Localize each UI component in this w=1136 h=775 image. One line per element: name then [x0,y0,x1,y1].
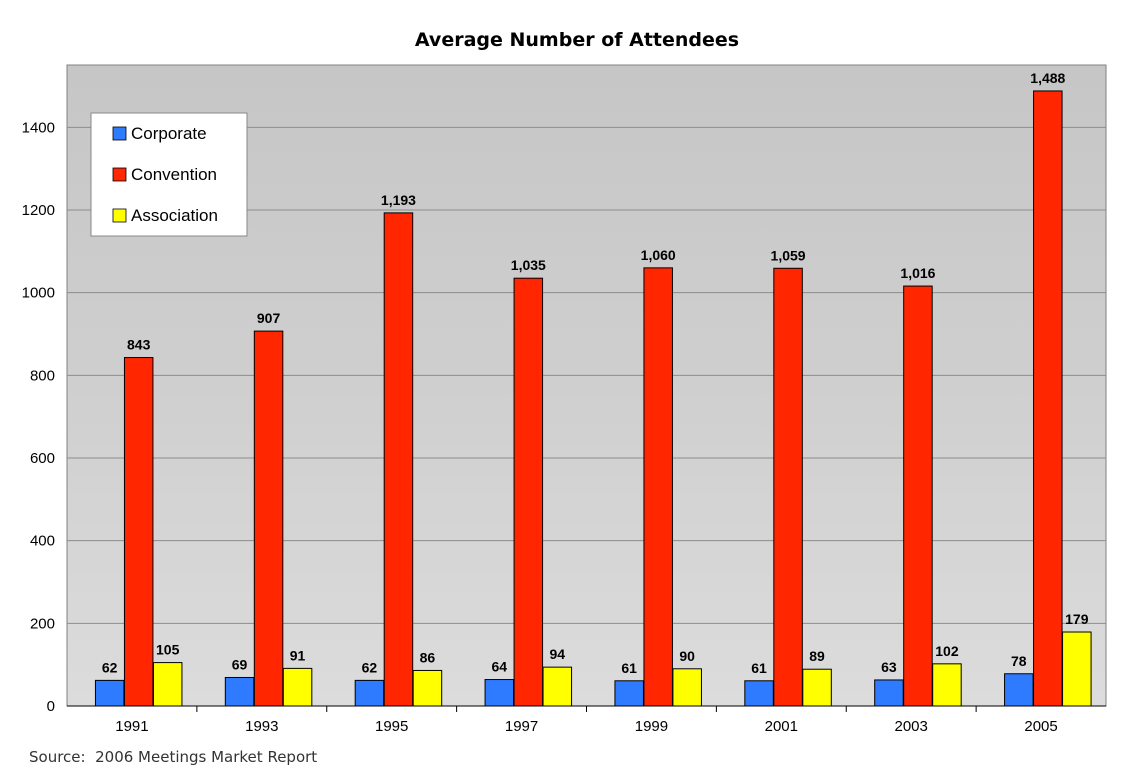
legend-swatch-convention [112,167,127,182]
bar-convention-1993 [253,330,284,707]
x-tick-label: 1997 [505,718,538,735]
bar-association-2001 [802,668,832,707]
data-labels-group: 62 843 105 69 907 91 62 1,193 86 64 1,035 94 61 1,060… [102,70,1089,676]
data-label-association-1997: 94 [550,646,566,662]
data-label-association-2001: 89 [809,648,825,664]
y-tick-label: 0 [47,698,55,715]
data-label-association-1991: 105 [156,642,180,658]
legend-label-corporate: Corporate [131,124,207,143]
x-tick-label: 1993 [245,718,278,735]
x-tick-label: 2001 [765,718,798,735]
data-label-corporate-1995: 62 [362,659,378,675]
bar-association-1999 [672,668,702,707]
y-tick-label: 400 [30,533,55,550]
bars-group [94,90,1092,707]
data-label-association-1999: 90 [679,648,695,664]
bar-corporate-2003 [874,679,904,707]
x-tick-label: 1999 [635,718,668,735]
bar-convention-1997 [513,277,544,707]
bar-convention-1991 [123,357,154,707]
bar-association-2005 [1062,631,1092,707]
x-tick-label: 1995 [375,718,408,735]
bar-association-2003 [932,663,962,707]
bar-corporate-1999 [614,680,644,707]
y-tick-label: 600 [30,450,55,467]
data-label-corporate-2005: 78 [1011,653,1027,669]
y-axis-ticks: 0 200 400 600 800 1000 1200 1400 [22,119,55,715]
data-label-corporate-1999: 61 [621,660,637,676]
data-label-convention-1999: 1,060 [641,247,676,263]
legend-label-convention: Convention [131,165,217,184]
bar-convention-2003 [903,285,933,707]
y-tick-label: 200 [30,615,55,632]
bar-corporate-1991 [94,679,125,707]
bar-convention-2005 [1033,90,1063,707]
data-label-convention-1995: 1,193 [381,192,416,208]
data-label-convention-2001: 1,059 [771,247,806,263]
data-label-corporate-2003: 63 [881,659,897,675]
data-label-corporate-1997: 64 [492,659,508,675]
data-label-convention-1997: 1,035 [511,257,546,273]
data-label-association-1995: 86 [420,649,436,665]
bar-corporate-1997 [484,679,515,707]
data-label-corporate-1991: 62 [102,659,118,675]
bar-convention-1995 [383,212,414,707]
legend-swatch-association [112,208,127,223]
x-axis-ticks: 1991 1993 1995 1997 1999 2001 2003 2005 [115,706,1058,735]
x-tick-label: 1991 [115,718,148,735]
y-tick-label: 1200 [22,202,55,219]
data-label-association-2003: 102 [935,643,959,659]
legend-swatch-corporate [112,126,127,141]
bar-corporate-1995 [354,679,385,707]
data-label-association-2005: 179 [1065,611,1089,627]
bar-association-1997 [542,666,573,707]
source-note: Source: 2006 Meetings Market Report [29,748,318,766]
bar-association-1993 [282,667,313,707]
legend: Corporate Convention Association [90,112,248,237]
data-label-convention-2003: 1,016 [900,265,935,281]
x-tick-label: 2005 [1024,718,1057,735]
x-tick-label: 2003 [895,718,928,735]
data-label-corporate-1993: 69 [232,656,248,672]
bar-convention-2001 [773,267,803,707]
bar-corporate-2001 [744,680,774,707]
bar-association-1991 [152,662,183,707]
bar-association-1995 [412,669,443,707]
legend-label-association: Association [131,206,218,225]
y-tick-label: 1000 [22,285,55,302]
data-label-association-1993: 91 [290,647,306,663]
chart-title: Average Number of Attendees [415,29,739,51]
bar-corporate-2005 [1004,673,1034,707]
bar-convention-1999 [643,267,673,707]
data-label-convention-1993: 907 [257,310,281,326]
y-tick-label: 1400 [22,119,55,136]
bar-corporate-1993 [224,676,255,707]
y-tick-label: 800 [30,367,55,384]
data-label-convention-2005: 1,488 [1030,70,1065,86]
gridlines [67,126,1106,707]
data-label-corporate-2001: 61 [751,660,767,676]
data-label-convention-1991: 843 [127,337,151,353]
